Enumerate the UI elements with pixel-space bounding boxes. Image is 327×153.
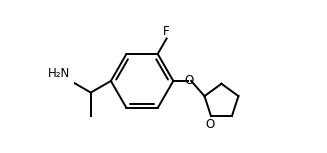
Text: O: O — [185, 75, 194, 88]
Text: F: F — [163, 25, 170, 38]
Text: H₂N: H₂N — [47, 67, 70, 80]
Text: O: O — [205, 118, 215, 131]
